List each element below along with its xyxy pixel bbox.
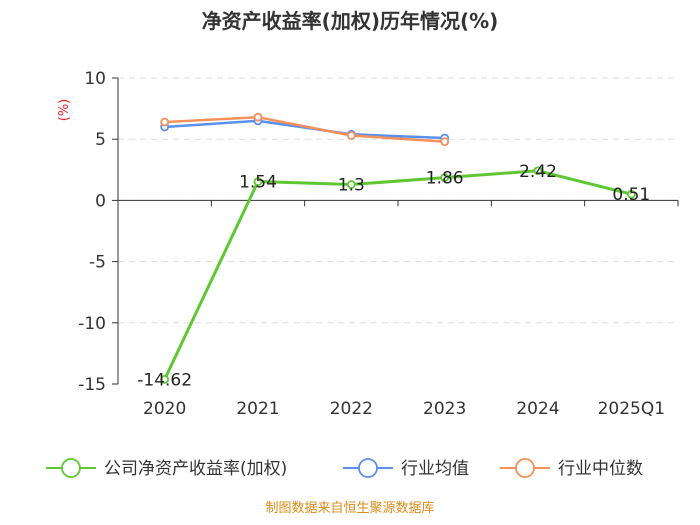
chart-title: 净资产收益率(加权)历年情况(%) bbox=[202, 9, 499, 33]
legend-swatch-marker bbox=[358, 458, 378, 478]
y-tick-label: -10 bbox=[78, 314, 106, 334]
data-point bbox=[440, 173, 450, 183]
legend-label: 行业中位数 bbox=[558, 459, 643, 479]
x-tick-label: 2025Q1 bbox=[598, 399, 665, 419]
data-point bbox=[533, 166, 543, 176]
x-tick-label: 2023 bbox=[423, 399, 466, 419]
y-tick-label: 0 bbox=[95, 191, 106, 211]
legend-label: 行业均值 bbox=[401, 459, 469, 479]
series-line bbox=[163, 169, 632, 380]
legend-label: 公司净资产收益率(加权) bbox=[104, 459, 287, 479]
legend-swatch-marker bbox=[515, 458, 535, 478]
data-point bbox=[626, 189, 636, 199]
x-tick-label: 2024 bbox=[516, 399, 559, 419]
series-line bbox=[164, 115, 445, 143]
axes: 10 5 0 -5 -10 -15 2020 2021 2022 2023 2024 2025Q1 bbox=[78, 69, 679, 419]
data-label: 1.54 bbox=[239, 173, 277, 193]
legend: 公司净资产收益率(加权) 行业均值 行业中位数 bbox=[46, 458, 643, 479]
source-note: 制图数据来自恒生聚源数据库 bbox=[265, 500, 434, 516]
data-point bbox=[346, 180, 356, 189]
data-label: -14.62 bbox=[137, 370, 192, 390]
data-label: 1.86 bbox=[426, 169, 464, 189]
data-label: 0.51 bbox=[612, 185, 650, 205]
data-point bbox=[253, 112, 263, 122]
x-tick-label: 2021 bbox=[236, 399, 279, 419]
y-tick-label: -5 bbox=[89, 253, 106, 273]
y-axis-label: (%) bbox=[57, 99, 72, 122]
data-label: 1.3 bbox=[338, 175, 365, 195]
data-point bbox=[160, 117, 170, 127]
x-tick-label: 2022 bbox=[330, 399, 373, 419]
data-point bbox=[440, 137, 450, 147]
data-point bbox=[253, 177, 263, 186]
y-tick-label: 5 bbox=[95, 130, 106, 150]
series-layer bbox=[160, 112, 636, 384]
y-tick-label: 10 bbox=[84, 69, 106, 89]
data-labels: -14.62 1.54 1.3 1.86 2.42 0.51 bbox=[137, 162, 650, 391]
y-tick-label: -15 bbox=[78, 375, 106, 395]
legend-swatch-marker bbox=[61, 458, 81, 478]
data-label: 2.42 bbox=[519, 162, 557, 182]
data-point bbox=[346, 131, 356, 140]
data-point bbox=[160, 374, 170, 384]
x-tick-label: 2020 bbox=[143, 399, 186, 419]
series-line bbox=[164, 119, 445, 140]
